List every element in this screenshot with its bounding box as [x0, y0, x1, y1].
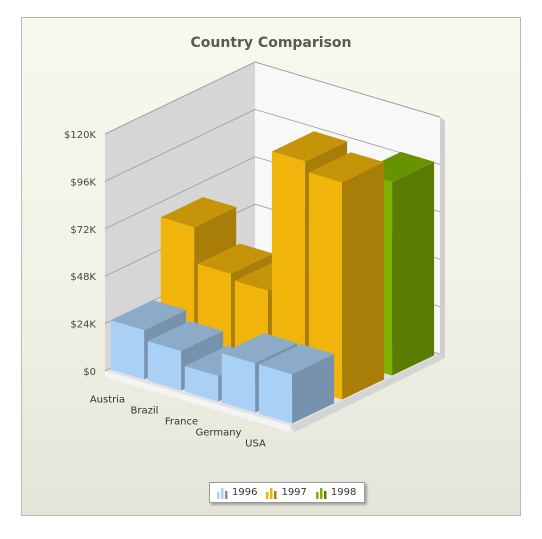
x-tick-label: Germany: [196, 428, 242, 439]
y-tick-label: $120K: [64, 130, 96, 141]
x-tick-label: USA: [245, 439, 266, 450]
bar-face: [110, 320, 145, 380]
floor-side-edge: [290, 354, 445, 432]
bar-chart-icon: [315, 487, 327, 499]
bar-face: [221, 353, 256, 413]
bar-face: [292, 354, 335, 424]
bar-chart-icon: [265, 487, 277, 499]
floor-front-edge: [105, 371, 290, 432]
x-tick-label: Austria: [90, 395, 125, 406]
bar-1997-usa: [308, 152, 385, 400]
bar-face: [160, 197, 237, 228]
bar-face: [342, 162, 385, 400]
y-tick-label: $24K: [70, 320, 96, 331]
legend-item-1997[interactable]: 1997: [262, 487, 309, 499]
legend-item-1998[interactable]: 1998: [312, 487, 359, 499]
chart-title: Country Comparison: [190, 35, 352, 51]
chart-plot: $0 $24K $48K $72K $96K $120K Austria Brazil Fran…: [64, 61, 445, 450]
gridline: [104, 108, 441, 182]
chart-frame: Country Comparison $0 $24K $48K $72K $96K $12…: [21, 17, 521, 516]
y-tick-label: $96K: [70, 177, 96, 188]
bar-face: [221, 333, 298, 364]
bar-face: [258, 344, 335, 375]
x-tick-label: France: [165, 417, 198, 428]
bar-1996-usa: [258, 344, 335, 424]
bar-face: [308, 152, 385, 183]
bar-face: [147, 341, 182, 391]
bar-chart-icon: [216, 487, 228, 499]
y-tick-label: $48K: [70, 272, 96, 283]
gridline: [104, 61, 441, 135]
legend-item-1996[interactable]: 1996: [213, 487, 260, 499]
legend-label: 1997: [281, 487, 307, 498]
bar-face: [392, 161, 435, 376]
bar-face: [258, 364, 293, 424]
legend-label: 1996: [232, 487, 258, 498]
bar-face: [184, 366, 219, 402]
bar-face: [308, 172, 343, 400]
x-tick-label: Brazil: [131, 406, 159, 417]
bar-face: [197, 243, 274, 274]
side-wall-edge: [440, 117, 445, 358]
y-tick-label: $72K: [70, 225, 96, 236]
bar-face: [147, 321, 224, 351]
y-tick-label: $0: [83, 367, 96, 378]
legend-label: 1998: [330, 487, 357, 498]
legend: 1996 1997 1998: [209, 482, 366, 503]
bar-face: [271, 131, 348, 162]
bar-face: [110, 300, 187, 331]
bar-face: [271, 151, 306, 389]
